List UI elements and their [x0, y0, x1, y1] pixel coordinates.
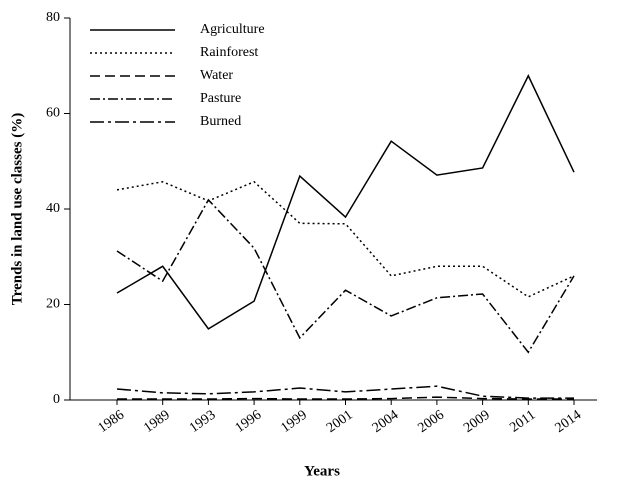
x-axis-title: Years: [304, 463, 340, 479]
y-tick-label: 40: [46, 201, 60, 216]
x-tick-label: 2001: [324, 408, 356, 436]
x-tick-label: 1993: [187, 408, 219, 436]
data-line: [116, 180, 575, 298]
x-tick-label: 1989: [141, 408, 173, 436]
legend-label: Pasture: [200, 91, 241, 106]
y-tick-label: 0: [53, 392, 60, 407]
x-tick-label: 1996: [233, 408, 265, 436]
y-tick-label: 60: [46, 106, 60, 121]
data-line: [116, 198, 575, 354]
x-tick-label: 1999: [278, 408, 310, 436]
x-tick-label: 1986: [96, 408, 128, 436]
x-tick-label: 2006: [416, 408, 448, 436]
x-tick-label: 2011: [507, 408, 538, 436]
data-line: [116, 385, 574, 399]
y-axis-title: Trends in land use classes (%): [9, 113, 25, 305]
data-line: [116, 74, 575, 330]
x-tick-label: 2014: [553, 408, 585, 436]
y-tick-label: 20: [46, 297, 60, 312]
data-line: [117, 396, 574, 400]
legend-label: Water: [200, 68, 233, 83]
x-tick-label: 2004: [370, 408, 402, 436]
legend-label: Agriculture: [200, 22, 265, 37]
y-tick-label: 80: [46, 10, 60, 25]
x-tick-label: 2009: [461, 408, 493, 436]
legend-label: Burned: [200, 114, 241, 129]
legend-label: Rainforest: [200, 45, 258, 60]
